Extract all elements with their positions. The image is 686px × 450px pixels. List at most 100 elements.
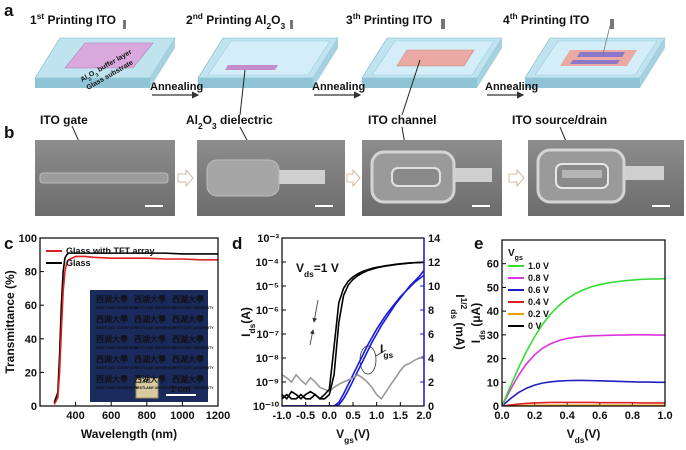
text-part: I: [469, 340, 483, 343]
inset-photo: [90, 290, 208, 402]
text-part: 2: [266, 21, 271, 31]
text-part: ds: [449, 309, 459, 319]
text-part: Al: [186, 113, 198, 127]
y2-tick-label: 10: [428, 281, 440, 293]
legend-label: 0.4 V: [528, 297, 549, 307]
text-part: (V): [354, 427, 370, 441]
annealing-label: Annealing: [485, 81, 538, 93]
x-tick-label: 0.8: [625, 410, 640, 422]
x-axis-label: Vds(V): [567, 427, 601, 445]
step-title: 1st Printing ITO: [30, 11, 116, 27]
inset-logo: 西湖大學: [96, 354, 128, 364]
text-part: ds: [304, 269, 314, 279]
inset-logo: 西湖大學: [172, 314, 204, 324]
schematic-step-3: [361, 37, 503, 89]
y-tick-label: 10: [487, 377, 499, 389]
text-part: I: [239, 334, 253, 337]
y2-tick-label: 8: [428, 305, 434, 317]
y-tick-label: 10⁻⁷: [256, 329, 279, 341]
text-part: gs: [383, 350, 393, 360]
step-label: Al2O3 dielectric: [186, 113, 273, 131]
data-line: [502, 277, 665, 406]
step-title: 3th Printing ITO: [346, 11, 432, 27]
x-tick-label: 1.0: [657, 410, 672, 422]
text-part: 3: [94, 72, 100, 79]
data-line: [502, 401, 665, 406]
inset-logo-en: WESTLAKE UNIVERSITY: [96, 326, 138, 330]
y-tick-label: 80: [25, 267, 37, 279]
text-part: O: [271, 13, 280, 27]
text-part: 2: [186, 13, 193, 27]
x-tick-label: -1.0: [273, 410, 292, 422]
data-line: [282, 261, 424, 400]
inset-logo-en: WESTLAKE UNIVERSITY: [96, 386, 138, 390]
sem-image-2: [197, 140, 345, 216]
y-axis-label: Ids (μA): [469, 303, 487, 343]
step-title: 2nd Printing Al2O3: [186, 11, 286, 31]
x-tick-label: 1.0: [369, 410, 384, 422]
x-tick-label: 2.0: [416, 410, 431, 422]
inset-logo: 西湖大學: [134, 294, 166, 304]
y-tick-label: 10⁻⁶: [256, 305, 279, 317]
text-part: (μA): [469, 303, 483, 330]
x-tick-label: 1200: [206, 410, 230, 422]
y-tick-label: 10⁻⁸: [256, 353, 279, 365]
x-axis-label: Vgs(V): [336, 427, 370, 445]
text-part: nd: [193, 11, 203, 21]
sem-image-1: [35, 140, 175, 216]
schematic-step-4: [524, 25, 666, 89]
text-part: O: [88, 70, 97, 79]
text-part: =1 V: [314, 261, 339, 275]
inset-logo-en: WESTLAKE UNIVERSITY: [134, 366, 176, 370]
inset-logo: 西湖大學: [134, 314, 166, 324]
y-tick-label: 10⁻¹⁰: [253, 401, 280, 413]
text-part: Printing Al: [203, 13, 267, 27]
y-tick-label: 40: [487, 306, 499, 318]
sem-image-4: [528, 140, 684, 216]
inset-logo-en: WESTLAKE UNIVERSITY: [172, 326, 214, 330]
data-line: [282, 355, 424, 400]
x-tick-label: 0.5: [345, 410, 360, 422]
text-part: gs: [344, 435, 354, 445]
panel-label: d: [232, 234, 242, 253]
text-part: 1/2: [459, 298, 469, 310]
inset-logo: 西湖大學: [96, 314, 128, 324]
inset-logo: 西湖大學: [134, 334, 166, 344]
inset-logo: 西湖大學: [172, 294, 204, 304]
inset-logo: 西湖大學: [172, 374, 204, 384]
text-part: ds: [247, 323, 257, 333]
text-part: 3: [346, 13, 353, 27]
annealing-label: Annealing: [150, 81, 203, 93]
y2-tick-label: 12: [428, 257, 440, 269]
y-tick-label: 50: [487, 282, 499, 294]
text-part: Printing ITO: [361, 13, 433, 27]
text-part: th: [510, 11, 518, 21]
inset-logo: 西湖大學: [172, 334, 204, 344]
y2-tick-label: 4: [428, 353, 435, 365]
y-tick-label: 0: [493, 401, 499, 413]
inset-logo-en: WESTLAKE UNIVERSITY: [134, 346, 176, 350]
text-part: Printing ITO: [518, 13, 590, 27]
x-tick-label: 400: [66, 410, 84, 422]
y-tick-label: 10⁻⁹: [256, 377, 279, 389]
text-part: O: [203, 113, 212, 127]
text-part: 4: [503, 13, 510, 27]
text-part: V: [567, 427, 575, 441]
inset-logo: 西湖大學: [96, 334, 128, 344]
step-label: ITO channel: [368, 113, 436, 127]
inset-logo-en: WESTLAKE UNIVERSITY: [96, 346, 138, 350]
y-tick-label: 60: [25, 300, 37, 312]
y-tick-label: 10⁻⁴: [256, 257, 279, 269]
y-tick-label: 100: [19, 233, 37, 245]
plot-frame: [501, 239, 666, 407]
text-part: 1: [30, 13, 37, 27]
y2-axis-label: I1/2ds (mA): [449, 294, 469, 349]
x-tick-label: 800: [138, 410, 156, 422]
text-part: 2: [87, 76, 93, 83]
text-part: ds: [477, 330, 487, 340]
legend-label: 0.8 V: [528, 273, 549, 283]
inset-logo: 西湖大學: [172, 354, 204, 364]
x-tick-label: 1000: [170, 410, 194, 422]
legend-label: Glass with TFT array: [66, 246, 155, 256]
text-part: (A): [239, 307, 253, 324]
